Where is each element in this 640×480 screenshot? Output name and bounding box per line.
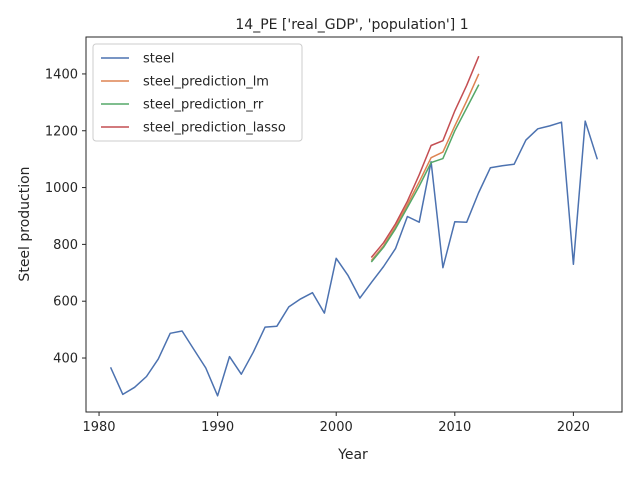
series-line-2 bbox=[370, 84, 480, 263]
y-tick-label-0: 400 bbox=[53, 352, 78, 367]
y-tick-label-3: 1000 bbox=[45, 181, 78, 196]
series-line-1 bbox=[370, 73, 480, 262]
series-lines bbox=[109, 55, 599, 397]
legend-label-2: steel_prediction_rr bbox=[143, 98, 264, 113]
plot-area-frame bbox=[85, 36, 623, 413]
y-tick-label-1: 600 bbox=[53, 295, 78, 310]
chart-title: 14_PE ['real_GDP', 'population'] 1 bbox=[235, 17, 468, 33]
legend-label-1: steel_prediction_lm bbox=[143, 75, 269, 90]
x-tick-label-4: 2020 bbox=[557, 420, 590, 435]
x-tick-label-3: 2010 bbox=[438, 420, 471, 435]
y-tick-label-2: 800 bbox=[53, 238, 78, 253]
series-line-0 bbox=[109, 120, 599, 397]
series-line-3 bbox=[370, 55, 480, 258]
legend: steel steel_prediction_lm steel_prediction… bbox=[92, 43, 303, 142]
y-tick-label-4: 1200 bbox=[45, 124, 78, 139]
legend-box bbox=[92, 43, 303, 142]
legend-label-0: steel bbox=[143, 52, 174, 67]
x-axis-label: Year bbox=[337, 447, 368, 463]
y-tick-label-5: 1400 bbox=[45, 67, 78, 82]
legend-label-3: steel_prediction_lasso bbox=[143, 121, 286, 136]
x-tick-label-0: 1980 bbox=[82, 420, 115, 435]
x-tick-label-1: 1990 bbox=[201, 420, 234, 435]
y-axis: 400 600 800 1000 1200 1400 bbox=[45, 67, 86, 367]
y-axis-label: Steel production bbox=[17, 166, 33, 281]
x-tick-label-2: 2000 bbox=[320, 420, 353, 435]
x-axis: 1980 1990 2000 2010 2020 bbox=[82, 412, 590, 435]
